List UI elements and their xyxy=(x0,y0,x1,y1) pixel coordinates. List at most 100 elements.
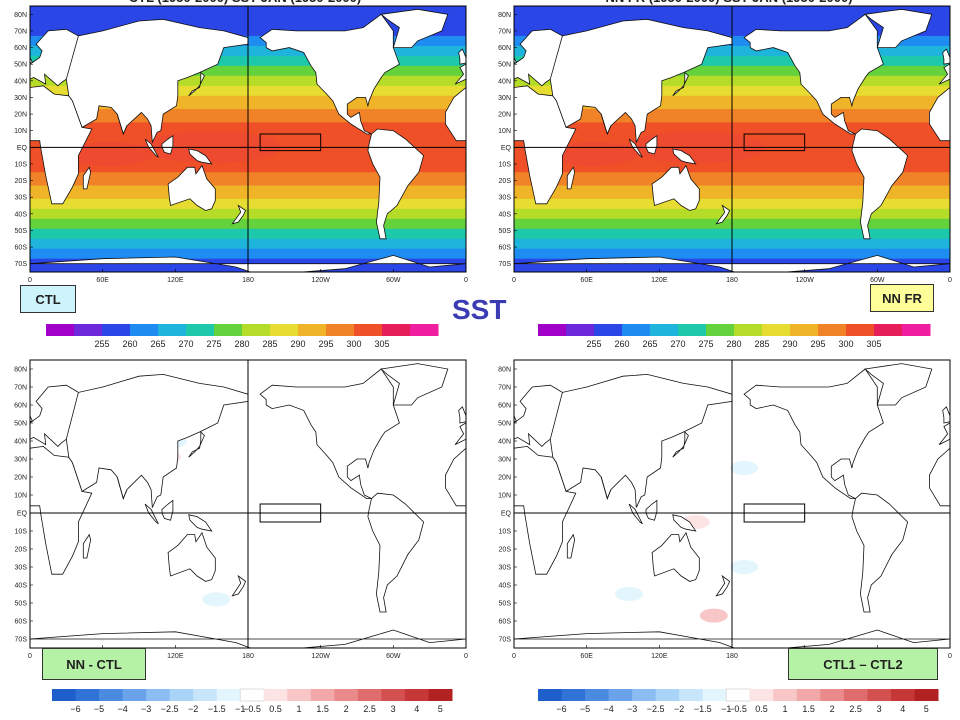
land-asia xyxy=(65,18,249,144)
colorbar-tick-label: 300 xyxy=(346,339,361,349)
land-nz xyxy=(231,574,247,597)
land-greenland xyxy=(864,363,933,406)
colorbar-tick-label: 5 xyxy=(438,704,443,714)
land-namerica xyxy=(743,13,884,135)
main-title: SST xyxy=(452,294,507,325)
colorbar-tick-label: −5 xyxy=(580,704,590,714)
colorbar-tick-label: −1 xyxy=(721,704,731,714)
colorbar-tick-label: 285 xyxy=(754,339,769,349)
panel-ctl12: 80N 70N 60N 50N 40N 30N 20N 10N EQ 10S 20S 30S 40S 50… xyxy=(484,352,954,662)
diff-map-ctl12: 80N 70N 60N 50N 40N 30N 20N 10N EQ 10S 20S 30S 40S 50… xyxy=(498,359,952,660)
colorbar-swatch xyxy=(820,689,845,701)
colorbar-tick-label: −4 xyxy=(603,704,613,714)
panel-title: NN FR (1950-2000) SST JAN (1950-2000) xyxy=(605,0,852,5)
land-madagascar xyxy=(82,166,92,190)
lat-label: EQ xyxy=(501,145,512,152)
land-nz xyxy=(231,204,247,225)
lon-label: 120W xyxy=(796,277,815,284)
colorbar-tick-label: 255 xyxy=(94,339,109,349)
land-sumatra xyxy=(144,138,159,158)
land-borneo xyxy=(645,134,658,155)
colorbar-swatch xyxy=(655,689,680,701)
lat-label: 30S xyxy=(15,195,28,202)
colorbar-swatch xyxy=(678,324,707,336)
land-india2 xyxy=(600,113,612,136)
colorbar-tick-label: 300 xyxy=(838,339,853,349)
colorbar-swatch xyxy=(334,689,359,701)
lat-label: 70S xyxy=(499,637,512,644)
colorbar-tick-label: 255 xyxy=(586,339,601,349)
colorbar-swatch xyxy=(762,324,791,336)
tag-nnctl: NN - CTL xyxy=(42,648,146,680)
colorbar-tick-label: −1.5 xyxy=(694,704,712,714)
land-asia xyxy=(549,373,733,508)
lat-label: 10N xyxy=(14,493,27,500)
colorbar-tick-label: 3 xyxy=(391,704,396,714)
lat-label: 40N xyxy=(14,439,27,446)
lat-label: 10N xyxy=(14,128,27,135)
land-europe xyxy=(938,63,950,85)
colorbar-swatch xyxy=(381,689,406,701)
colorbar-tick-label: −3 xyxy=(141,704,151,714)
land-ng xyxy=(188,514,213,532)
lon-label: 60E xyxy=(96,277,109,284)
lat-label: 50N xyxy=(14,62,27,69)
lon-label: 0 xyxy=(512,653,516,660)
land-madagascar xyxy=(82,533,92,559)
colorbar-swatch xyxy=(158,324,187,336)
lat-label: 40N xyxy=(498,78,511,85)
lon-label: 0 xyxy=(464,277,468,284)
land-africa xyxy=(514,445,577,575)
lon-label: 0 xyxy=(948,653,952,660)
lon-label: 0 xyxy=(948,277,952,284)
land-ng xyxy=(188,148,213,165)
map-body xyxy=(30,360,466,648)
land-uk xyxy=(514,56,517,64)
lon-label: 120E xyxy=(167,653,184,660)
colorbar-tick-label: −0.5 xyxy=(729,704,747,714)
colorbar-swatch xyxy=(146,689,171,701)
colorbar-tick-label: −3 xyxy=(627,704,637,714)
land-africa xyxy=(514,85,577,205)
lat-label: 70S xyxy=(499,261,512,268)
colorbar-tick-label: 2.5 xyxy=(849,704,862,714)
land-japan xyxy=(672,71,689,97)
lat-label: 10S xyxy=(499,161,512,168)
lat-label: 70S xyxy=(15,637,28,644)
colorbar-tick-label: −5 xyxy=(94,704,104,714)
lon-label: 60W xyxy=(386,653,401,660)
land-europe xyxy=(454,63,466,85)
colorbar-swatch xyxy=(357,689,382,701)
colorbar-swatch xyxy=(287,689,312,701)
lat-label: 20S xyxy=(499,547,512,554)
colorbar-swatch xyxy=(632,689,657,701)
land-uk xyxy=(458,406,466,424)
lat-label: 30S xyxy=(499,565,512,572)
colorbar-swatch xyxy=(679,689,704,701)
colorbar-tick-label: 270 xyxy=(178,339,193,349)
colorbar-swatch xyxy=(773,689,798,701)
lon-label: 60E xyxy=(580,277,593,284)
land-australia xyxy=(651,531,700,582)
map-body xyxy=(514,6,950,272)
colorbar-tick-label: 290 xyxy=(290,339,305,349)
colorbar-tick-label: 3 xyxy=(877,704,882,714)
colorbar-tick-label: 1.5 xyxy=(316,704,329,714)
colorbar-tick-label: 1 xyxy=(783,704,788,714)
colorbar-tick-label: −2.5 xyxy=(647,704,665,714)
lat-label: 10N xyxy=(498,128,511,135)
lon-label: 0 xyxy=(28,277,32,284)
colorbar-swatch xyxy=(585,689,610,701)
land-samerica xyxy=(367,492,425,613)
nino-box xyxy=(743,133,806,152)
lat-label: 50S xyxy=(499,228,512,235)
lat-label: 20N xyxy=(14,475,27,482)
colorbar-tick-label: 290 xyxy=(782,339,797,349)
lon-label: 180 xyxy=(726,277,738,284)
land-australia xyxy=(167,164,216,211)
colorbar-tick-label: 0.5 xyxy=(755,704,768,714)
lat-label: 10S xyxy=(15,529,28,536)
colorbar-swatch xyxy=(410,324,439,336)
anomaly-patch xyxy=(699,608,728,623)
lon-label: 60W xyxy=(386,277,401,284)
